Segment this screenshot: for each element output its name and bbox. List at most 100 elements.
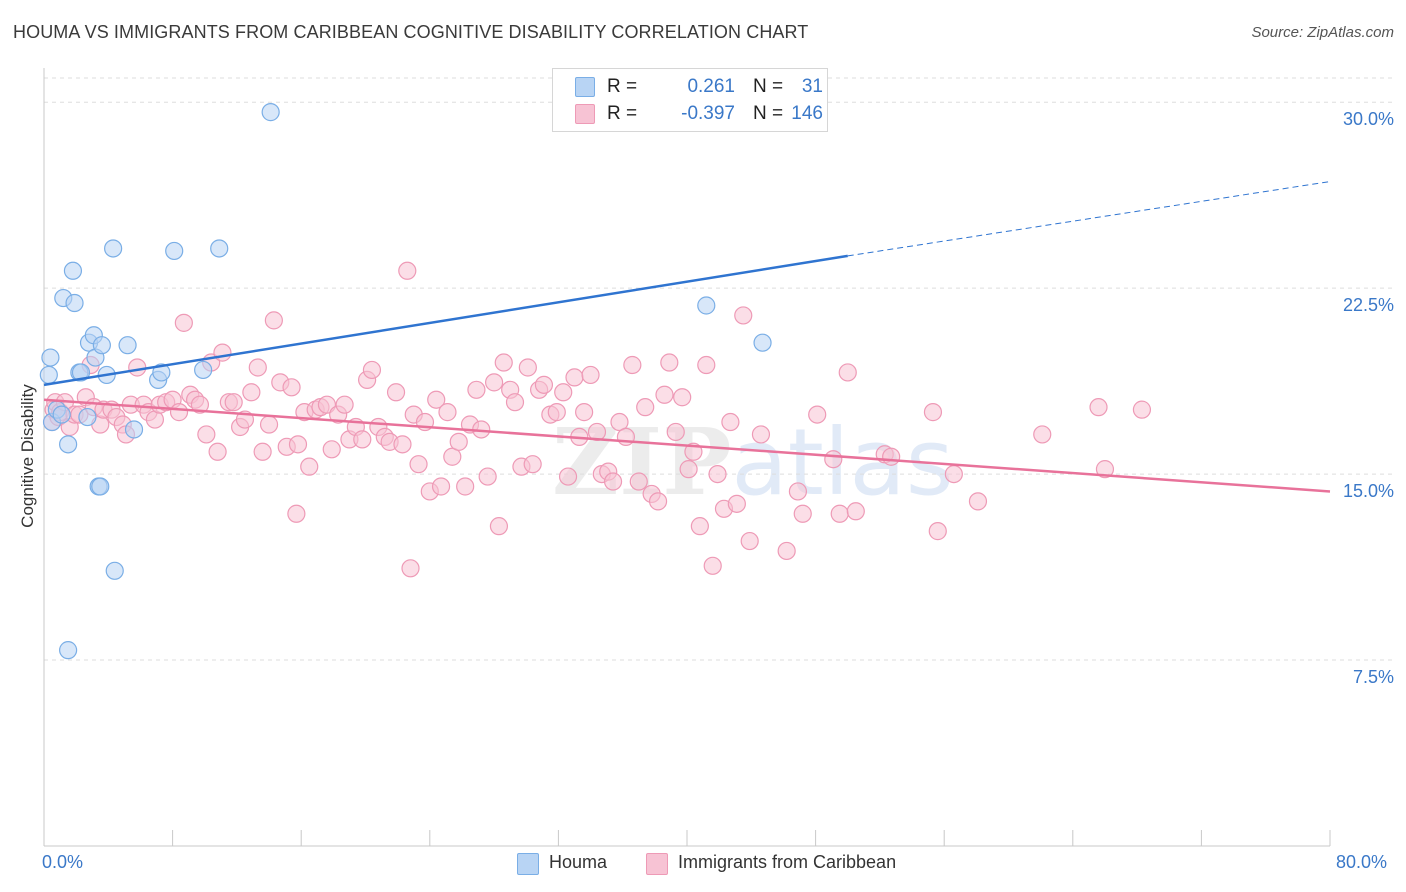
houma-point (59, 641, 78, 660)
caribbean-point (208, 442, 227, 461)
caribbean-point (523, 455, 542, 474)
houma-point (63, 261, 83, 280)
houma-trend-line (43, 254, 848, 387)
caribbean-point (629, 472, 648, 491)
caribbean-point (409, 455, 428, 474)
houma-point (124, 420, 144, 439)
caribbean-point (882, 447, 901, 466)
caribbean-point (636, 398, 655, 417)
legend-label-houma: Houma (549, 852, 608, 872)
caribbean-point (777, 541, 796, 561)
houma-point (194, 360, 213, 380)
caribbean-point (708, 464, 727, 484)
chart-title: HOUMA VS IMMIGRANTS FROM CARIBBEAN COGNI… (13, 22, 809, 42)
caribbean-point (734, 306, 753, 325)
houma-swatch (575, 77, 595, 97)
series-caribbean-points (42, 261, 1152, 578)
legend-r-value: -0.397 (681, 103, 735, 124)
caribbean-point (431, 477, 451, 496)
houma-point (210, 239, 229, 258)
caribbean-point (740, 531, 759, 551)
caribbean-point (362, 360, 382, 380)
legend-n-value: 31 (801, 76, 823, 97)
caribbean-swatch (646, 853, 668, 875)
houma-point (71, 363, 91, 382)
legend-r-value: 0.261 (687, 76, 735, 97)
houma-point (41, 348, 60, 367)
houma-point (78, 407, 97, 427)
trend-lines (43, 181, 1331, 493)
houma-trend-extension (847, 181, 1331, 257)
caribbean-point (401, 559, 420, 578)
caribbean-point (660, 353, 679, 372)
caribbean-point (534, 375, 554, 394)
caribbean-trend-line (43, 398, 1331, 493)
y-tick-label: 22.5% (1342, 295, 1394, 316)
caribbean-point (259, 415, 279, 434)
caribbean-point (575, 403, 594, 422)
caribbean-point (197, 425, 216, 444)
caribbean-point (282, 378, 301, 397)
caribbean-point (224, 393, 243, 412)
caribbean-point (456, 477, 475, 496)
caribbean-point (673, 388, 692, 407)
caribbean-point (928, 522, 947, 541)
caribbean-point (623, 355, 642, 375)
caribbean-point (489, 517, 509, 536)
caribbean-point (505, 393, 525, 412)
caribbean-point (793, 504, 812, 523)
caribbean-point (846, 502, 865, 521)
caribbean-point (788, 482, 808, 501)
caribbean-point (264, 311, 283, 330)
caribbean-point (824, 450, 843, 469)
houma-point (65, 293, 84, 313)
caribbean-point (322, 440, 341, 459)
houma-point (165, 241, 184, 261)
houma-point (104, 239, 123, 258)
caribbean-point (253, 442, 272, 461)
caribbean-point (565, 368, 584, 387)
caribbean-point (751, 425, 771, 444)
caribbean-point (169, 403, 189, 422)
houma-point (39, 365, 58, 385)
caribbean-point (547, 403, 566, 422)
y-tick-label: 7.5% (1352, 667, 1394, 688)
caribbean-point (838, 363, 857, 382)
caribbean-point (808, 405, 827, 424)
legend-n-label: N = (753, 76, 784, 97)
caribbean-point (300, 457, 319, 476)
source-credit: Source: ZipAtlas.com (1251, 24, 1394, 41)
caribbean-point (587, 422, 607, 442)
legend-label-caribbean: Immigrants from Caribbean (678, 852, 897, 872)
caribbean-point (655, 385, 674, 404)
caribbean-point (353, 430, 372, 449)
caribbean-point (830, 504, 849, 523)
caribbean-point (968, 492, 988, 511)
x-tick-max: 80.0% (1336, 852, 1388, 872)
caribbean-point (581, 365, 600, 385)
caribbean-point (449, 432, 468, 451)
legend-r-label: R = (607, 103, 638, 124)
houma-point (261, 103, 280, 122)
caribbean-point (248, 358, 267, 377)
caribbean-point (721, 412, 740, 432)
caribbean-point (438, 403, 457, 422)
caribbean-point (467, 380, 486, 399)
caribbean-point (923, 403, 943, 422)
houma-point (697, 296, 716, 315)
houma-point (105, 561, 124, 580)
caribbean-point (1089, 398, 1108, 417)
stats-legend: R = 0.261 N = 31 R = -0.397 N = 146 (552, 68, 828, 132)
caribbean-point (393, 435, 412, 454)
caribbean-point (287, 504, 306, 523)
series-legend: Houma Immigrants from Caribbean (0, 852, 1406, 878)
caribbean-point (427, 390, 446, 409)
houma-point (118, 336, 137, 355)
houma-point (52, 405, 71, 424)
caribbean-point (697, 355, 716, 375)
caribbean-point (666, 422, 685, 442)
caribbean-point (128, 358, 147, 377)
caribbean-point (558, 467, 578, 486)
caribbean-point (727, 494, 746, 513)
caribbean-point (1095, 460, 1115, 479)
